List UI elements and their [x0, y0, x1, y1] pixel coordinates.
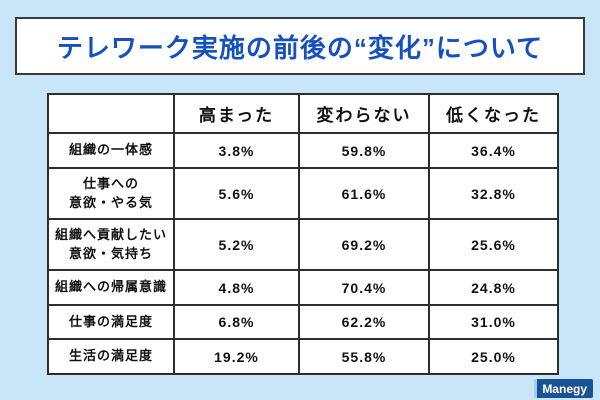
value-cell: 32.8%	[428, 167, 559, 220]
value-cell: 25.0%	[428, 338, 559, 375]
row-label: 仕事への 意欲・やる気	[47, 167, 175, 220]
value-cell: 31.0%	[428, 304, 559, 340]
table-row: 組織の一体感 3.8% 59.8% 36.4%	[47, 132, 559, 169]
value-cell: 4.8%	[173, 269, 300, 306]
corner-cell	[47, 93, 175, 134]
manegy-logo-text: Manegy	[542, 381, 587, 396]
table-row: 仕事の満足度 6.8% 62.2% 31.0%	[47, 304, 559, 340]
value-cell: 3.8%	[173, 132, 300, 169]
manegy-logo: Manegy	[534, 379, 593, 398]
value-cell: 59.8%	[298, 132, 430, 169]
table-row: 組織へ貢献したい 意欲・気持ち 5.2% 69.2% 25.6%	[47, 218, 559, 271]
row-label: 組織へ貢献したい 意欲・気持ち	[47, 218, 175, 271]
table-row: 生活の満足度 19.2% 55.8% 25.0%	[47, 338, 559, 375]
page-title: テレワーク実施の前後の“変化”について	[56, 32, 544, 63]
table-row: 仕事への 意欲・やる気 5.6% 61.6% 32.8%	[47, 167, 559, 220]
row-label: 組織への帰属意識	[47, 269, 175, 306]
title-banner: テレワーク実施の前後の“変化”について	[15, 17, 585, 75]
value-cell: 5.6%	[173, 167, 300, 220]
value-cell: 61.6%	[298, 167, 430, 220]
value-cell: 55.8%	[298, 338, 430, 375]
header-increased: 高まった	[173, 93, 300, 134]
header-unchanged: 変わらない	[298, 93, 430, 134]
row-label: 仕事の満足度	[47, 304, 175, 340]
value-cell: 25.6%	[428, 218, 559, 271]
table-header-row: 高まった 変わらない 低くなった	[47, 93, 559, 134]
value-cell: 24.8%	[428, 269, 559, 306]
telework-change-table: 高まった 変わらない 低くなった 組織の一体感 3.8% 59.8% 36.4%…	[47, 93, 559, 375]
value-cell: 5.2%	[173, 218, 300, 271]
value-cell: 69.2%	[298, 218, 430, 271]
table-row: 組織への帰属意識 4.8% 70.4% 24.8%	[47, 269, 559, 306]
value-cell: 62.2%	[298, 304, 430, 340]
row-label: 組織の一体感	[47, 132, 175, 169]
value-cell: 6.8%	[173, 304, 300, 340]
value-cell: 19.2%	[173, 338, 300, 375]
value-cell: 70.4%	[298, 269, 430, 306]
value-cell: 36.4%	[428, 132, 559, 169]
header-decreased: 低くなった	[428, 93, 559, 134]
row-label: 生活の満足度	[47, 338, 175, 375]
